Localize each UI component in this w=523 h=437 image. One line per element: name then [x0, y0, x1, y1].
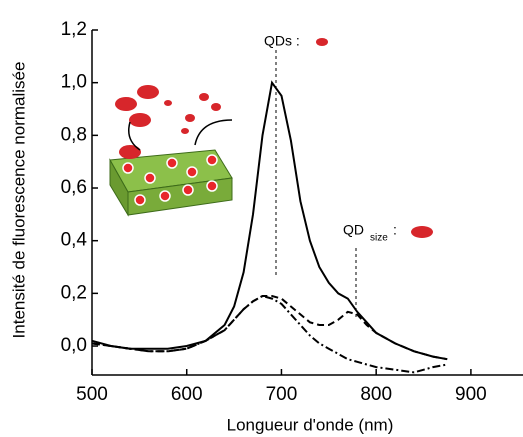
y-tick-label: 0,4 [61, 230, 88, 251]
inset-illustration [109, 85, 233, 217]
annotation-subscript: size [370, 233, 388, 244]
x-tick-label: 800 [360, 384, 392, 405]
y-tick-label: 0,6 [61, 177, 87, 198]
series-line [91, 294, 448, 374]
y-tick-label: 0,0 [61, 335, 87, 356]
x-tick-label: 600 [171, 384, 203, 405]
series-line [91, 295, 448, 361]
x-tick-label: 500 [76, 384, 108, 405]
x-tick-label: 700 [266, 384, 298, 405]
x-axis-label: Longueur d'onde (nm) [227, 415, 394, 434]
x-tick-label: 900 [455, 384, 487, 405]
y-tick-label: 1,0 [61, 72, 87, 93]
series-line [91, 80, 448, 361]
annotation: QD [343, 222, 364, 238]
y-axis-label: Intensité de fluorescence normalisée [9, 62, 28, 339]
qd-icon [411, 226, 433, 238]
annotation: : [393, 222, 397, 238]
annotation: QDs : [264, 33, 300, 49]
y-tick-label: 0,2 [61, 282, 87, 303]
y-tick-label: 0,8 [61, 124, 87, 145]
qd-icon [316, 38, 328, 46]
y-tick-label: 1,2 [61, 19, 87, 40]
